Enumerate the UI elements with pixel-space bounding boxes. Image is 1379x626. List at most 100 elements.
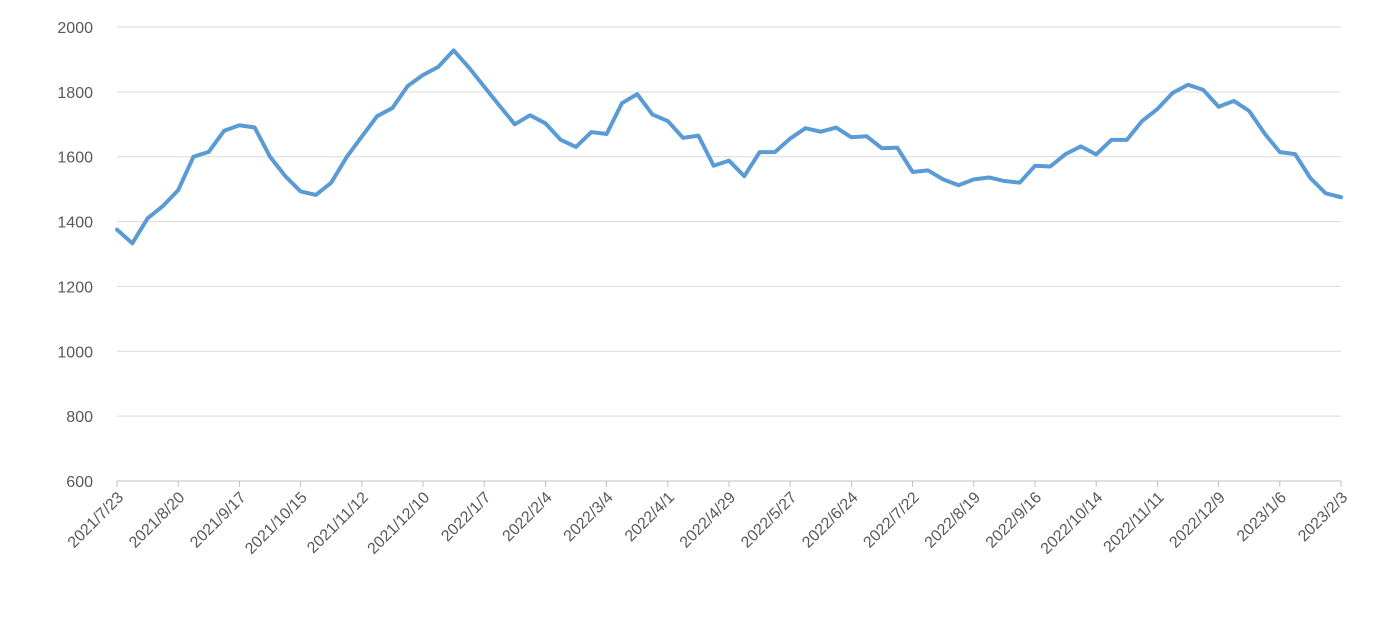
data-point <box>927 169 929 171</box>
data-point <box>820 131 822 133</box>
data-point <box>713 165 715 167</box>
data-point <box>376 115 378 117</box>
data-point <box>1034 165 1036 167</box>
data-point <box>193 156 194 158</box>
x-tick-label: 2021/8/20 <box>126 489 188 551</box>
data-point <box>1309 177 1311 179</box>
data-point <box>208 151 210 153</box>
data-point <box>1218 106 1220 108</box>
data-point <box>1126 139 1128 141</box>
data-point <box>1325 192 1327 194</box>
data-point <box>361 136 363 138</box>
x-tick-label: 2022/12/9 <box>1166 489 1228 551</box>
x-tick-label: 2022/8/19 <box>922 489 984 551</box>
data-point <box>254 127 256 129</box>
x-tick-label: 2021/11/12 <box>304 489 372 557</box>
x-tick-label: 2022/10/14 <box>1038 489 1107 558</box>
data-point <box>789 138 791 140</box>
data-point <box>422 74 424 76</box>
series-line <box>115 48 1343 246</box>
data-point <box>774 151 776 153</box>
data-point <box>1279 151 1281 153</box>
data-point <box>330 182 332 184</box>
data-point <box>1003 180 1005 182</box>
data-point <box>881 147 883 149</box>
data-point <box>1248 110 1250 112</box>
data-point <box>850 136 852 138</box>
data-point <box>590 131 592 133</box>
data-point <box>759 151 761 153</box>
x-tick-label: 2022/5/27 <box>738 489 800 551</box>
data-point <box>1111 139 1112 141</box>
data-point <box>1233 100 1235 102</box>
data-point <box>743 175 745 177</box>
x-tick-label: 2022/4/1 <box>622 489 678 545</box>
x-tick-label: 2022/2/4 <box>500 489 556 545</box>
x-tick-label: 2022/11/11 <box>1101 489 1168 556</box>
x-tick-label: 2022/4/29 <box>677 489 739 551</box>
data-point <box>1080 145 1082 147</box>
data-point <box>912 171 914 173</box>
data-point <box>973 178 975 180</box>
data-point <box>437 66 439 68</box>
y-tick-label: 1400 <box>57 215 93 232</box>
x-tick-label: 2023/1/6 <box>1234 489 1290 545</box>
y-axis-tick-labels: 600 800 1000 1200 1400 1600 1800 2000 <box>57 20 93 491</box>
data-point <box>1141 120 1143 122</box>
y-tick-label: 1800 <box>57 85 93 102</box>
data-point <box>514 123 516 125</box>
data-point <box>621 102 623 104</box>
y-tick-label: 1600 <box>57 150 93 167</box>
data-point <box>1202 89 1204 91</box>
x-tick-label: 2022/1/7 <box>438 489 494 545</box>
y-tick-label: 1000 <box>57 344 93 361</box>
x-tick-label: 2021/7/23 <box>65 489 127 551</box>
data-point <box>866 135 868 137</box>
y-tick-label: 800 <box>66 409 93 426</box>
data-point <box>529 114 531 116</box>
data-point <box>391 107 393 109</box>
data-point <box>1340 196 1342 198</box>
data-point <box>560 139 562 141</box>
data-point <box>147 217 149 219</box>
data-point <box>453 49 455 51</box>
y-tick-label: 1200 <box>57 279 93 296</box>
data-point <box>1172 92 1174 94</box>
x-tick-label: 2021/9/17 <box>187 489 249 551</box>
x-tick-label: 2021/10/15 <box>242 489 311 558</box>
x-axis-tick-labels: 2021/7/232021/8/202021/9/172021/10/15202… <box>65 489 1351 558</box>
data-point <box>1294 153 1296 155</box>
data-point <box>835 127 837 129</box>
data-point <box>988 176 990 178</box>
data-point <box>575 146 577 148</box>
data-point <box>1019 182 1021 184</box>
x-tick-label: 2022/6/24 <box>799 489 861 551</box>
data-point <box>652 114 653 116</box>
data-point <box>162 205 164 207</box>
data-point <box>1264 132 1265 134</box>
data-point <box>697 135 699 137</box>
data-point <box>315 194 317 196</box>
data-point <box>284 175 286 177</box>
data-point <box>177 189 179 191</box>
data-point <box>407 85 409 87</box>
data-point <box>958 184 959 186</box>
x-tick-label: 2022/9/16 <box>983 489 1045 551</box>
data-point <box>1095 153 1097 155</box>
data-point <box>468 67 470 69</box>
data-point <box>1156 108 1158 110</box>
data-point <box>942 178 944 180</box>
data-point <box>131 242 133 244</box>
data-point <box>499 105 500 107</box>
y-tick-label: 600 <box>66 474 93 491</box>
data-point <box>238 124 240 126</box>
data-point <box>269 156 271 158</box>
data-point <box>682 137 684 139</box>
x-tick-label: 2022/7/22 <box>860 489 922 551</box>
data-point <box>636 93 638 95</box>
data-point <box>728 160 730 162</box>
data-point <box>667 120 669 122</box>
data-point <box>483 86 485 88</box>
x-tick-label: 2023/2/3 <box>1295 489 1351 545</box>
